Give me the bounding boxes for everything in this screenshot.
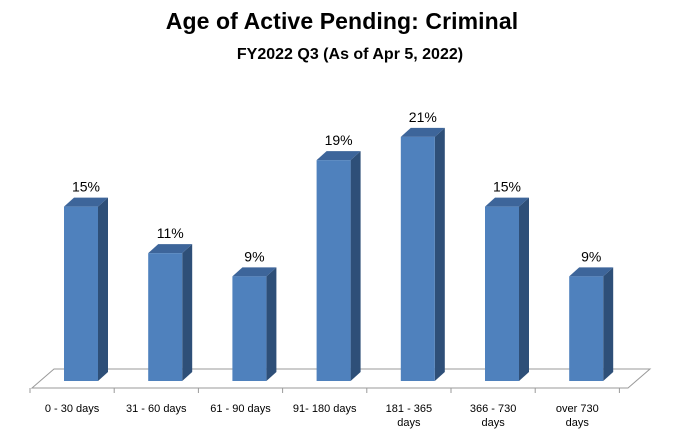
bar-side: [519, 197, 529, 381]
x-tick-label: 31 - 60 days: [126, 403, 187, 415]
bar-top: [64, 197, 108, 207]
chart-subtitle: FY2022 Q3 (As of Apr 5, 2022): [236, 46, 464, 63]
bar-side: [603, 267, 614, 381]
chart-title: Age of Active Pending: Criminal: [165, 8, 519, 34]
x-tick-label: over 730 days: [556, 403, 599, 429]
data-label: 11%: [157, 225, 184, 241]
data-label: 21%: [409, 109, 437, 125]
data-label: 9%: [244, 248, 264, 264]
data-label: 9%: [581, 248, 601, 264]
bar-top: [316, 151, 361, 161]
bar: [569, 276, 604, 381]
bar: [316, 160, 351, 381]
bar-side: [98, 197, 108, 381]
bar-top: [148, 244, 193, 254]
bar-top: [232, 267, 277, 277]
bar: [485, 206, 519, 381]
bar-side: [266, 267, 277, 381]
bar-top: [569, 267, 614, 277]
bar-top: [485, 197, 529, 207]
x-tick-label: 61 - 90 days: [210, 403, 271, 415]
x-tick-label: 181 - 365 days: [386, 403, 432, 429]
data-label: 15%: [493, 179, 521, 195]
bar-side: [434, 127, 445, 381]
bar: [148, 253, 183, 381]
x-tick-label: 91- 180 days: [293, 403, 357, 415]
bar: [400, 136, 435, 381]
data-label: 15%: [72, 179, 100, 195]
bar-side: [182, 244, 193, 381]
bar: [64, 206, 98, 381]
data-label: 19%: [325, 132, 353, 148]
x-tick-label: 366 - 730 days: [470, 403, 516, 429]
x-tick-label: 0 - 30 days: [45, 403, 100, 415]
bar-side: [350, 151, 361, 381]
bar-top: [400, 127, 445, 137]
bar: [232, 276, 267, 381]
